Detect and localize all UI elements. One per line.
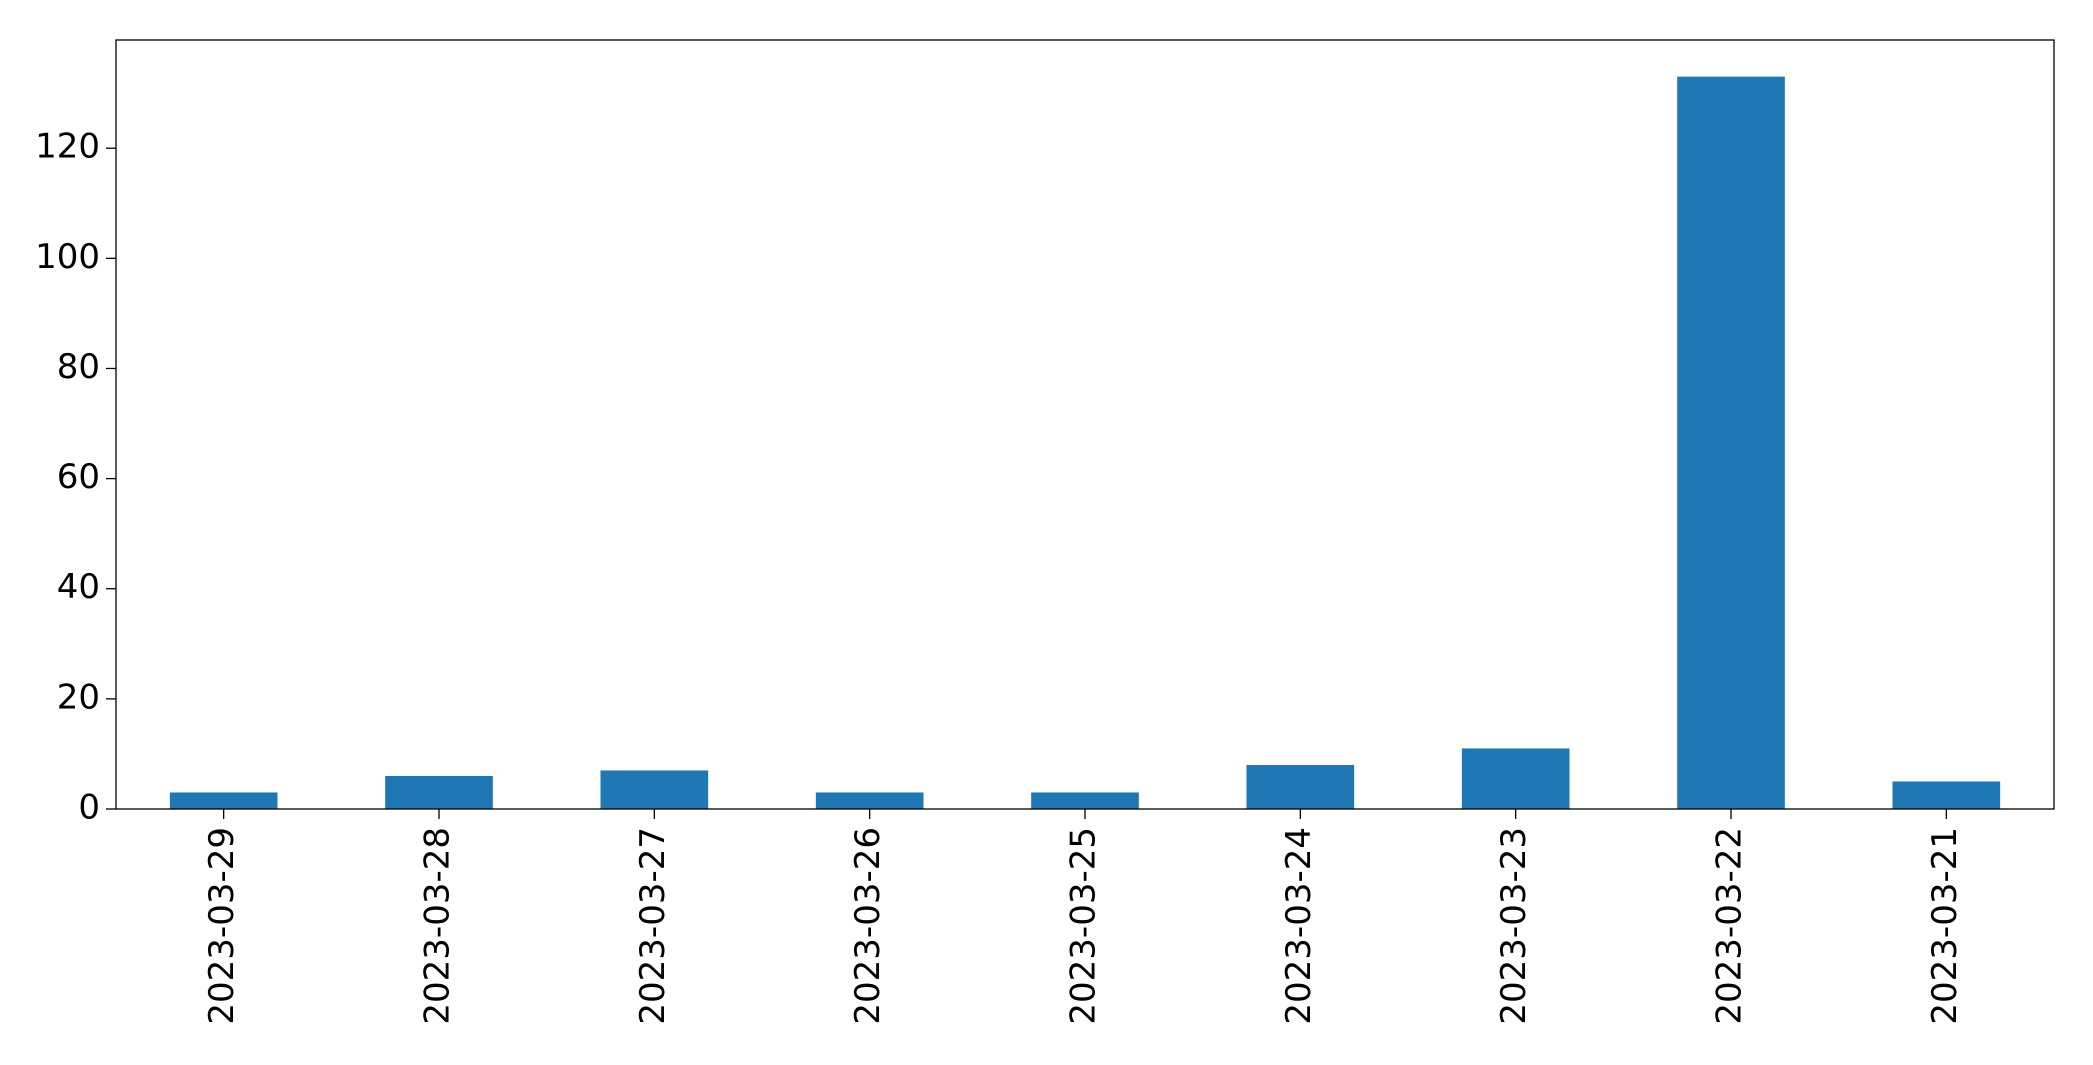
bar <box>1246 764 1355 809</box>
y-tick-label: 80 <box>57 347 100 387</box>
x-tick-label: 2023-03-25 <box>1064 827 1104 1025</box>
y-tick-label: 120 <box>35 127 100 167</box>
y-tick-label: 20 <box>57 677 100 717</box>
x-tick-label: 2023-03-27 <box>633 827 673 1025</box>
bar <box>169 792 278 809</box>
x-tick-label: 2023-03-24 <box>1279 827 1319 1025</box>
y-tick-label: 100 <box>35 237 100 277</box>
x-tick-label: 2023-03-28 <box>418 827 458 1025</box>
bar <box>1461 748 1570 809</box>
axes-frame <box>115 39 2055 810</box>
bar <box>1892 781 2001 809</box>
x-tick-label: 2023-03-23 <box>1494 827 1534 1025</box>
bar <box>1677 76 1785 810</box>
x-tick-label: 2023-03-21 <box>1925 827 1965 1025</box>
x-tick-label: 2023-03-29 <box>202 827 242 1025</box>
bar <box>385 775 493 809</box>
x-tick-label: 2023-03-22 <box>1710 827 1750 1025</box>
y-tick-label: 60 <box>57 457 100 497</box>
bar <box>600 770 709 809</box>
y-tick-label: 40 <box>57 567 100 607</box>
bar <box>1031 792 1139 809</box>
bar <box>815 792 924 809</box>
y-tick-label: 0 <box>78 788 100 828</box>
x-tick-label: 2023-03-26 <box>848 827 888 1025</box>
